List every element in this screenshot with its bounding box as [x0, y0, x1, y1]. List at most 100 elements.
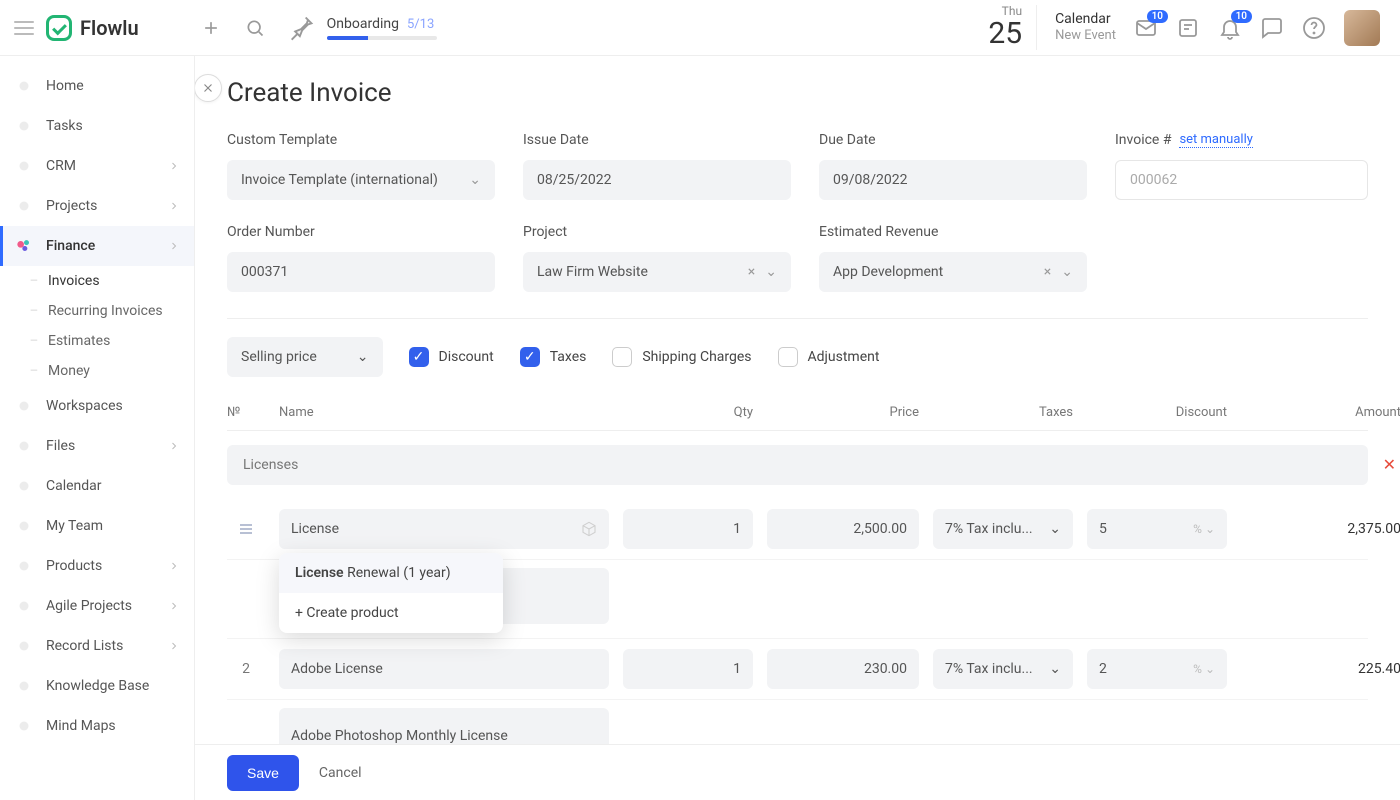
sidebar-subitem-estimates[interactable]: Estimates — [38, 326, 194, 356]
sidebar-icon — [14, 556, 34, 576]
drag-handle-icon[interactable] — [227, 522, 265, 536]
save-button[interactable]: Save — [227, 755, 299, 791]
revenue-select[interactable]: App Development × ⌄ — [819, 252, 1087, 292]
item-discount-input[interactable]: 2% ⌄ — [1087, 649, 1227, 689]
item-group-input[interactable]: Licenses ✕ — [227, 445, 1368, 485]
notes-icon[interactable] — [1176, 16, 1200, 40]
discount-unit: % — [1193, 662, 1202, 676]
issue-date-value: 08/25/2022 — [537, 172, 612, 188]
chat-icon[interactable] — [1260, 16, 1284, 40]
th-taxes: Taxes — [933, 405, 1073, 420]
clear-icon[interactable]: × — [1044, 264, 1051, 280]
project-select[interactable]: Law Firm Website × ⌄ — [523, 252, 791, 292]
discount-value: 2 — [1099, 661, 1107, 677]
sidebar-subitem-recurring-invoices[interactable]: Recurring Invoices — [38, 296, 194, 326]
sidebar-item-products[interactable]: Products — [0, 546, 194, 586]
field-revenue: Estimated Revenue App Development × ⌄ — [819, 224, 1087, 292]
calendar-widget[interactable]: Calendar New Event — [1055, 11, 1116, 45]
line-item-row: License License Renewal (1 year) + Creat… — [227, 499, 1368, 560]
sidebar-icon — [14, 636, 34, 656]
sidebar-item-mind-maps[interactable]: Mind Maps — [0, 706, 194, 746]
sidebar-icon — [14, 236, 34, 256]
search-icon[interactable] — [243, 16, 267, 40]
item-tax-select[interactable]: 7% Tax inclu...⌄ — [933, 649, 1073, 689]
topbar: Flowlu Onboarding 5/13 Thu 25 Calendar N… — [0, 0, 1400, 56]
adjustment-label: Adjustment — [808, 349, 880, 365]
field-invoice-number: Invoice # set manually 000062 — [1115, 132, 1368, 200]
item-price-input[interactable]: 2,500.00 — [767, 509, 919, 549]
qty-value: 1 — [733, 661, 741, 677]
sidebar-item-knowledge-base[interactable]: Knowledge Base — [0, 666, 194, 706]
sidebar-icon — [14, 716, 34, 736]
sidebar-item-files[interactable]: Files — [0, 426, 194, 466]
invoice-number-input[interactable]: 000062 — [1115, 160, 1368, 200]
footer-bar: Save Cancel — [195, 744, 1400, 800]
autocomplete-option[interactable]: License Renewal (1 year) — [279, 553, 503, 593]
item-discount-input[interactable]: 5% ⌄ — [1087, 509, 1227, 549]
chevron-right-icon — [168, 600, 180, 612]
sidebar-item-my-team[interactable]: My Team — [0, 506, 194, 546]
ac-rest: Renewal (1 year) — [344, 565, 451, 581]
autocomplete-create-product[interactable]: + Create product — [279, 593, 503, 633]
chevron-right-icon — [168, 440, 180, 452]
bell-icon[interactable]: 10 — [1218, 16, 1242, 40]
product-autocomplete: License Renewal (1 year) + Create produc… — [279, 553, 503, 633]
item-name-input[interactable]: License — [279, 509, 609, 549]
item-qty-input[interactable]: 1 — [623, 509, 753, 549]
plus-icon[interactable] — [199, 16, 223, 40]
due-date-input[interactable]: 09/08/2022 — [819, 160, 1087, 200]
cancel-button[interactable]: Cancel — [319, 765, 362, 781]
taxes-checkbox[interactable]: ✓ Taxes — [520, 347, 587, 367]
template-label: Custom Template — [227, 132, 495, 148]
tax-value: 7% Tax inclu... — [945, 521, 1033, 537]
menu-toggle-icon[interactable] — [14, 21, 34, 35]
chevron-down-icon: ⌄ — [1049, 521, 1061, 537]
template-select[interactable]: Invoice Template (international) ⌄ — [227, 160, 495, 200]
sidebar-item-label: Tasks — [46, 118, 83, 134]
issue-date-input[interactable]: 08/25/2022 — [523, 160, 791, 200]
sidebar-item-agile-projects[interactable]: Agile Projects — [0, 586, 194, 626]
price-mode-select[interactable]: Selling price ⌄ — [227, 337, 383, 377]
sidebar-item-label: Agile Projects — [46, 598, 132, 614]
item-price-input[interactable]: 230.00 — [767, 649, 919, 689]
set-manually-link[interactable]: set manually — [1179, 132, 1252, 148]
sidebar-item-crm[interactable]: CRM — [0, 146, 194, 186]
pin-icon — [287, 14, 315, 42]
adjustment-checkbox[interactable]: Adjustment — [778, 347, 880, 367]
inbox-icon[interactable]: 10 — [1134, 16, 1158, 40]
onboarding-widget[interactable]: Onboarding 5/13 — [287, 14, 437, 42]
sidebar-item-calendar[interactable]: Calendar — [0, 466, 194, 506]
clear-icon[interactable]: × — [748, 264, 755, 280]
sidebar-item-record-lists[interactable]: Record Lists — [0, 626, 194, 666]
due-date-value: 09/08/2022 — [833, 172, 908, 188]
close-panel-button[interactable] — [195, 74, 222, 102]
user-avatar[interactable] — [1344, 10, 1380, 46]
sidebar-item-tasks[interactable]: Tasks — [0, 106, 194, 146]
row-number: 2 — [227, 661, 265, 677]
sidebar-item-projects[interactable]: Projects — [0, 186, 194, 226]
shipping-checkbox[interactable]: Shipping Charges — [612, 347, 751, 367]
discount-checkbox[interactable]: ✓ Discount — [409, 347, 494, 367]
item-name-input[interactable]: Adobe License — [279, 649, 609, 689]
sidebar-item-home[interactable]: Home — [0, 66, 194, 106]
sidebar-item-label: Record Lists — [46, 638, 123, 654]
sidebar-icon — [14, 396, 34, 416]
sidebar-subitem-invoices[interactable]: Invoices — [38, 266, 194, 296]
qty-value: 1 — [733, 521, 741, 537]
revenue-value: App Development — [833, 264, 943, 280]
delete-group-icon[interactable]: ✕ — [1383, 455, 1396, 474]
brand-logo[interactable]: Flowlu — [46, 15, 139, 41]
price-value: 2,500.00 — [853, 521, 907, 537]
item-qty-input[interactable]: 1 — [623, 649, 753, 689]
sidebar-subitem-money[interactable]: Money — [38, 356, 194, 386]
sidebar-item-finance[interactable]: Finance — [0, 226, 194, 266]
sidebar-item-label: Products — [46, 558, 102, 574]
order-number-input[interactable]: 000371 — [227, 252, 495, 292]
help-icon[interactable] — [1302, 16, 1326, 40]
field-due-date: Due Date 09/08/2022 — [819, 132, 1087, 200]
date-widget[interactable]: Thu 25 — [988, 5, 1037, 49]
sidebar-icon — [14, 476, 34, 496]
item-tax-select[interactable]: 7% Tax inclu... ⌄ — [933, 509, 1073, 549]
sidebar-item-workspaces[interactable]: Workspaces — [0, 386, 194, 426]
taxes-label: Taxes — [550, 349, 587, 365]
